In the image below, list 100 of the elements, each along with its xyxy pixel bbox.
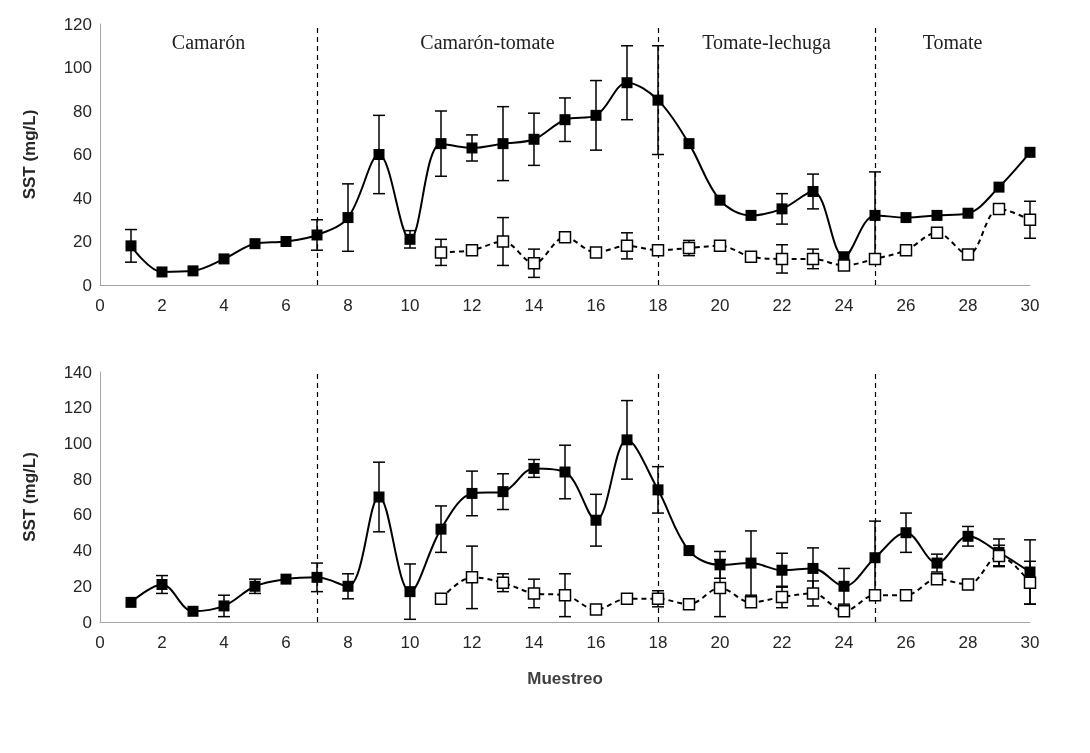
- point: [434, 246, 448, 259]
- point: [528, 462, 540, 474]
- point: [744, 250, 758, 263]
- point: [280, 573, 292, 585]
- point: [869, 209, 881, 221]
- x-tick-label: 26: [896, 296, 916, 315]
- point: [713, 581, 727, 595]
- point: [404, 233, 416, 245]
- point: [806, 252, 820, 266]
- x-tick-label: 18: [648, 296, 668, 315]
- point: [837, 259, 851, 272]
- x-tick-label: 16: [586, 296, 606, 315]
- point: [900, 212, 912, 224]
- point: [899, 588, 913, 602]
- point: [404, 586, 416, 598]
- y-tick-label: 80: [73, 101, 92, 121]
- point: [961, 578, 975, 591]
- y-tick-label: 60: [73, 145, 92, 164]
- point: [373, 491, 385, 503]
- y-tick-label: 60: [73, 505, 92, 525]
- point: [218, 253, 230, 265]
- point: [435, 523, 447, 535]
- y-tick-label: 20: [73, 232, 92, 251]
- point: [311, 571, 323, 583]
- point: [900, 527, 912, 539]
- y-tick-label: 80: [73, 469, 92, 489]
- x-tick-label: 22: [772, 633, 792, 652]
- point: [558, 588, 572, 602]
- x-tick-label: 12: [462, 296, 482, 315]
- point: [930, 572, 944, 586]
- x-tick-label: 22: [772, 296, 792, 315]
- point: [621, 434, 633, 446]
- x-tick-label: 26: [896, 633, 916, 652]
- point: [559, 466, 571, 478]
- point: [899, 243, 913, 257]
- y-tick-label: 0: [82, 612, 92, 632]
- point: [496, 576, 510, 589]
- y-axis-title: SST (mg/L): [20, 452, 39, 542]
- x-tick-label: 24: [834, 633, 854, 652]
- point: [1023, 576, 1037, 589]
- x-tick-label: 24: [834, 296, 854, 315]
- point: [187, 265, 199, 277]
- point: [497, 486, 509, 498]
- annotation: Camarón: [171, 31, 246, 53]
- point: [683, 138, 695, 150]
- x-tick-label: 20: [710, 633, 730, 652]
- point: [527, 257, 541, 270]
- x-tick-label: 0: [95, 296, 105, 315]
- x-tick-label: 4: [219, 633, 229, 652]
- point: [342, 212, 354, 224]
- point: [590, 514, 602, 526]
- x-tick-label: 30: [1020, 296, 1040, 315]
- y-tick-label: 20: [73, 576, 92, 596]
- point: [931, 557, 943, 569]
- point: [589, 603, 603, 616]
- point: [744, 596, 758, 609]
- point: [682, 597, 696, 611]
- point: [1024, 146, 1036, 158]
- y-tick-label: 40: [73, 541, 92, 561]
- y-axis-title: SST (mg/L): [20, 109, 39, 200]
- point: [838, 580, 850, 592]
- point: [559, 114, 571, 126]
- point: [465, 243, 479, 257]
- y-tick-label: 120: [63, 398, 92, 418]
- x-tick-label: 14: [524, 296, 544, 315]
- x-tick-label: 0: [95, 633, 105, 652]
- point: [434, 592, 448, 606]
- x-tick-label: 6: [281, 633, 291, 652]
- point: [527, 587, 541, 600]
- point: [373, 149, 385, 160]
- x-axis-title: Muestreo: [527, 669, 603, 688]
- annotation: Tomate: [922, 31, 983, 53]
- point: [962, 207, 974, 219]
- point: [342, 580, 354, 592]
- point: [962, 530, 974, 542]
- y-tick-label: 100: [63, 433, 92, 453]
- point: [156, 266, 168, 278]
- point: [125, 240, 137, 252]
- point: [683, 545, 695, 557]
- point: [652, 484, 664, 496]
- point: [714, 559, 726, 571]
- point: [775, 590, 789, 604]
- y-tick-label: 40: [73, 188, 92, 208]
- point: [125, 596, 137, 608]
- point: [187, 605, 199, 617]
- annotation: Tomate-lechuga: [702, 31, 831, 54]
- point: [713, 239, 727, 253]
- point: [435, 138, 447, 150]
- point: [745, 557, 757, 569]
- x-tick-label: 20: [710, 296, 730, 315]
- x-tick-label: 12: [462, 633, 482, 652]
- point: [868, 588, 882, 602]
- annotation: Camarón-tomate: [420, 31, 555, 53]
- point: [868, 252, 882, 266]
- x-tick-label: 16: [586, 633, 606, 652]
- point: [620, 239, 634, 253]
- point: [156, 579, 168, 590]
- point: [745, 209, 757, 221]
- point: [311, 229, 323, 241]
- x-tick-label: 30: [1020, 633, 1040, 652]
